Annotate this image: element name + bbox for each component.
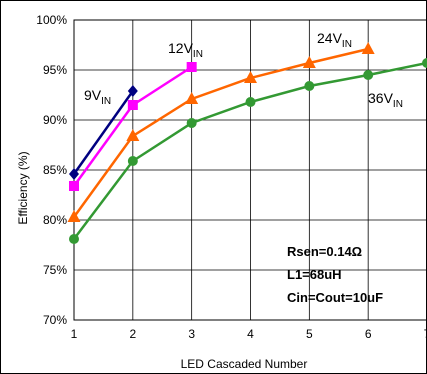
series-label-24v: 24VIN xyxy=(317,30,352,50)
y-tick-label: 85% xyxy=(43,163,67,177)
x-tick-label: 5 xyxy=(306,327,313,341)
annotation-rsen: Rsen=0.14Ω xyxy=(287,244,362,259)
y-tick-label: 70% xyxy=(43,313,67,327)
x-tick-label: 1 xyxy=(71,327,78,341)
annotation-inductor: L1=68uH xyxy=(287,267,342,282)
y-tick-label: 80% xyxy=(43,213,67,227)
series-label-layer: 9VIN 12VIN 24VIN 36VIN xyxy=(84,30,403,110)
data-point-36v xyxy=(304,81,315,91)
data-point-12v xyxy=(127,100,138,110)
y-tick-label: 90% xyxy=(43,113,67,127)
data-point-36v xyxy=(363,70,374,80)
x-tick-label: 4 xyxy=(247,327,254,341)
annotation-capacitors: Cin=Cout=10uF xyxy=(287,290,383,305)
data-point-24v xyxy=(67,210,81,222)
x-axis-label: LED Cascaded Number xyxy=(181,357,308,371)
y-tick-label: 95% xyxy=(43,63,67,77)
data-point-36v xyxy=(422,58,427,68)
y-tick-label: 75% xyxy=(43,263,67,277)
series-label-36v: 36VIN xyxy=(368,90,403,110)
series-line-24v xyxy=(72,47,369,218)
data-point-24v xyxy=(126,129,140,141)
data-point-36v xyxy=(245,97,256,107)
data-point-12v xyxy=(186,62,197,72)
data-point-24v xyxy=(244,71,257,83)
series-label-9v: 9VIN xyxy=(84,87,111,107)
data-point-24v xyxy=(361,42,375,54)
series-label-12v: 12VIN xyxy=(168,40,203,60)
y-axis-label: Efficiency (%) xyxy=(16,151,30,224)
x-tick-label: 6 xyxy=(365,327,372,341)
data-point-36v xyxy=(186,118,197,128)
tick-layer: 1 2 3 4 5 6 7 70% 75% 80% 85% 90% 95% 100% xyxy=(36,13,427,341)
x-tick-label: 2 xyxy=(129,327,136,341)
series-layer xyxy=(67,42,427,244)
data-point-12v xyxy=(69,181,79,191)
x-tick-label: 7 xyxy=(424,327,427,341)
y-tick-label: 100% xyxy=(36,13,67,27)
annotation-box: Rsen=0.14Ω L1=68uH Cin=Cout=10uF xyxy=(287,244,383,305)
data-point-9v xyxy=(127,85,138,97)
data-point-36v xyxy=(69,234,79,244)
data-point-24v xyxy=(302,56,316,68)
data-point-36v xyxy=(127,156,138,166)
data-point-9v xyxy=(69,168,79,180)
series-line-9v xyxy=(72,90,134,175)
data-point-24v xyxy=(185,92,199,104)
x-tick-label: 3 xyxy=(188,327,195,341)
